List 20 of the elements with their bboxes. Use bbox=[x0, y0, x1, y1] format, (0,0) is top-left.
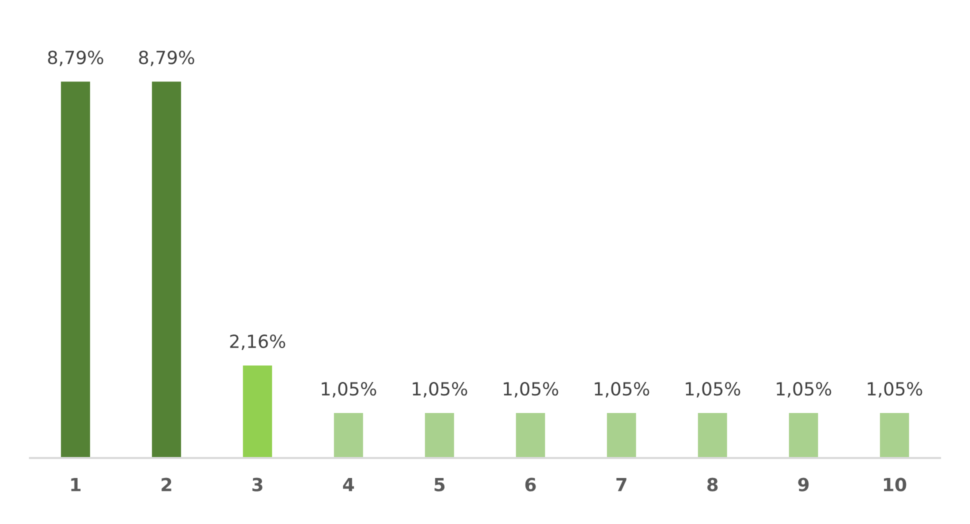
data-label: 1,05% bbox=[412, 382, 468, 398]
data-label: 1,05% bbox=[504, 382, 558, 398]
data-label: 2,16% bbox=[230, 334, 286, 350]
x-tick-label: 9 bbox=[798, 478, 809, 492]
x-tick-label: 2 bbox=[162, 478, 172, 492]
x-tick-label: 6 bbox=[525, 478, 536, 492]
data-label: 1,05% bbox=[776, 382, 832, 398]
data-label: 1,05% bbox=[322, 382, 376, 398]
data-label: 1,05% bbox=[594, 382, 650, 398]
x-tick-label: 7 bbox=[616, 478, 626, 492]
x-tick-label: 1 bbox=[71, 478, 81, 492]
data-label: 8,79% bbox=[48, 50, 104, 66]
x-tick-label: 3 bbox=[252, 478, 262, 492]
data-label: 8,79% bbox=[139, 50, 194, 66]
x-tick-label: 10 bbox=[884, 478, 906, 492]
data-label: 1,05% bbox=[686, 382, 740, 398]
x-tick-label: 5 bbox=[434, 478, 445, 492]
x-tick-label: 4 bbox=[343, 478, 354, 492]
data-label: 1,05% bbox=[868, 382, 922, 398]
x-tick-label: 8 bbox=[707, 478, 718, 492]
